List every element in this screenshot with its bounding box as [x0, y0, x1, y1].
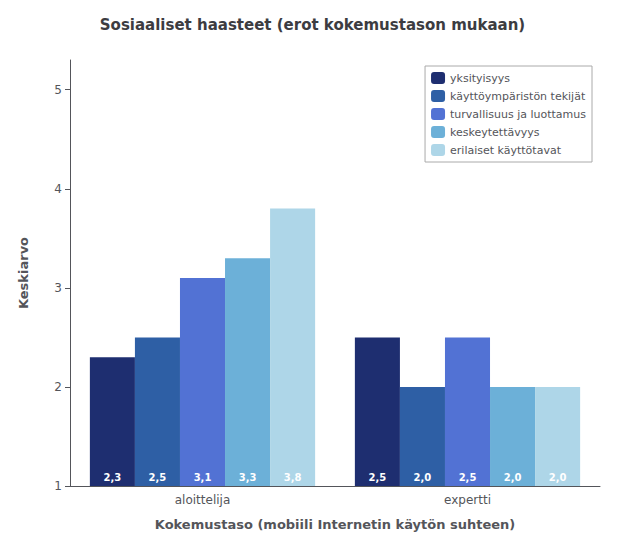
svg-text:turvallisuus ja luottamus: turvallisuus ja luottamus	[450, 108, 586, 121]
svg-text:1: 1	[54, 479, 62, 493]
svg-text:3,3: 3,3	[239, 472, 257, 483]
svg-text:3: 3	[54, 281, 62, 295]
svg-text:2,0: 2,0	[504, 472, 522, 483]
svg-text:4: 4	[54, 182, 62, 196]
svg-text:2,5: 2,5	[149, 472, 167, 483]
svg-text:expertti: expertti	[444, 493, 491, 507]
svg-text:yksityisyys: yksityisyys	[450, 72, 510, 85]
svg-text:käyttöympäristön tekijät: käyttöympäristön tekijät	[450, 90, 586, 103]
svg-text:aloittelija: aloittelija	[175, 493, 231, 507]
svg-text:2: 2	[54, 380, 62, 394]
svg-text:Keskiarvo: Keskiarvo	[16, 237, 31, 309]
svg-text:erilaiset käyttötavat: erilaiset käyttötavat	[450, 144, 562, 157]
svg-text:Kokemustaso (mobiili Interneti: Kokemustaso (mobiili Internetin käytön s…	[155, 517, 515, 532]
svg-text:3,8: 3,8	[284, 472, 302, 483]
svg-text:5: 5	[54, 83, 62, 97]
svg-text:3,1: 3,1	[194, 472, 212, 483]
svg-text:2,3: 2,3	[104, 472, 122, 483]
svg-text:2,5: 2,5	[459, 472, 477, 483]
svg-text:2,5: 2,5	[369, 472, 387, 483]
svg-text:2,0: 2,0	[549, 472, 567, 483]
svg-text:2,0: 2,0	[414, 472, 432, 483]
svg-text:keskeytettävyys: keskeytettävyys	[450, 126, 540, 139]
svg-text:Sosiaaliset haasteet (erot kok: Sosiaaliset haasteet (erot kokemustason …	[100, 16, 525, 34]
